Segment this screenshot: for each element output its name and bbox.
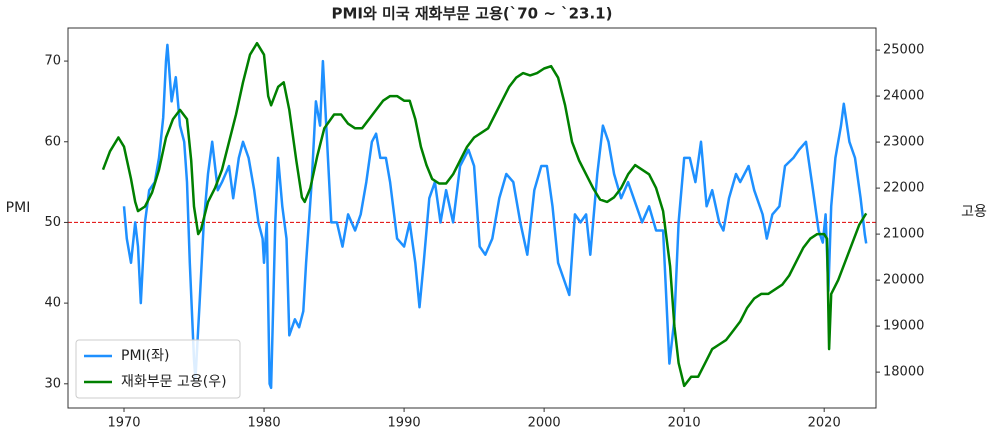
- y-tick-label: 50: [44, 215, 61, 230]
- y2-tick-label: 19000: [883, 319, 924, 334]
- legend-box: [75, 339, 241, 399]
- plot-frame: [67, 27, 877, 409]
- y-tick-label: 40: [44, 296, 61, 311]
- legend-label: PMI(좌): [121, 348, 169, 364]
- y2-tick-label: 22000: [883, 181, 924, 196]
- x-tick-label: 1990: [388, 416, 421, 431]
- y-tick-label: 60: [44, 134, 61, 149]
- y2-tick-label: 24000: [883, 89, 924, 104]
- x-tick-label: 2000: [528, 416, 561, 431]
- y2-tick-label: 21000: [883, 227, 924, 242]
- x-tick-label: 2010: [668, 416, 701, 431]
- legend-label: 재화부문 고용(우): [121, 374, 227, 390]
- y2-tick-label: 18000: [883, 365, 924, 380]
- y-tick-label: 30: [44, 376, 61, 391]
- series-line: [122, 43, 868, 390]
- y2-tick-label: 20000: [883, 273, 924, 288]
- x-tick-label: 1970: [107, 416, 140, 431]
- y2-tick-label: 23000: [883, 135, 924, 150]
- y-axis-label: PMI: [6, 200, 31, 216]
- y2-tick-label: 25000: [883, 43, 924, 58]
- x-tick-label: 1980: [248, 416, 281, 431]
- chart-title: PMI와 미국 재화부문 고용(`70 ~ `23.1): [332, 5, 613, 23]
- x-tick-label: 2020: [808, 416, 841, 431]
- y2-axis-label: 고용: [961, 204, 987, 220]
- series-line: [101, 41, 868, 388]
- y-tick-label: 70: [44, 54, 61, 69]
